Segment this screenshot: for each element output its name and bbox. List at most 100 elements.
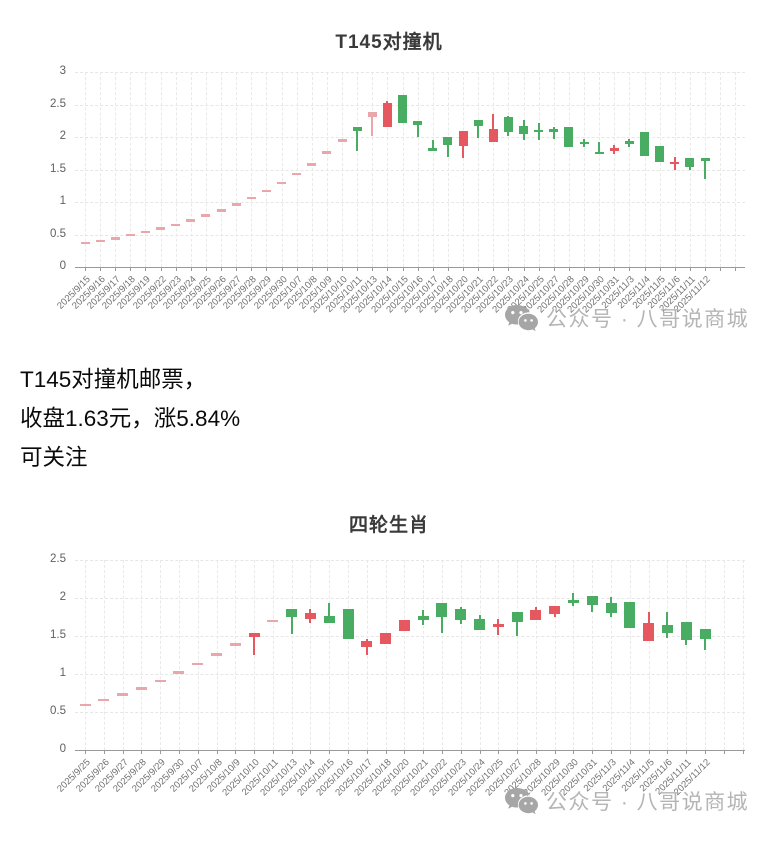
candle — [567, 599, 579, 604]
vertical-gridline — [291, 560, 293, 750]
vertical-gridline — [130, 72, 132, 267]
candle-wick — [328, 603, 331, 624]
vertical-gridline — [479, 560, 481, 750]
candle — [511, 611, 523, 622]
x-axis-tick — [705, 750, 706, 754]
vertical-gridline — [460, 560, 462, 750]
x-axis-tick — [141, 750, 143, 754]
x-axis-tick — [160, 750, 162, 754]
x-axis-tick — [705, 267, 706, 271]
vertical-gridline — [648, 560, 650, 750]
vertical-gridline — [236, 72, 238, 267]
x-axis-tick — [326, 267, 328, 271]
candle — [594, 151, 604, 155]
vertical-gridline — [329, 560, 331, 750]
vertical-gridline — [85, 560, 86, 750]
candle — [413, 121, 423, 125]
candle — [304, 613, 316, 619]
x-axis-tick — [160, 267, 162, 271]
candle — [417, 616, 429, 621]
vertical-gridline — [115, 72, 117, 267]
watermark-top: 公众号 · 八哥说商城 — [504, 303, 749, 333]
candle — [380, 632, 392, 644]
x-axis-tick — [573, 750, 575, 754]
candle — [261, 189, 271, 193]
candle-wick — [598, 141, 601, 154]
candle — [156, 227, 166, 230]
x-axis-tick — [357, 267, 359, 271]
x-axis-tick — [648, 750, 650, 754]
vertical-gridline — [463, 72, 465, 267]
x-axis-tick — [310, 750, 312, 754]
candle — [79, 703, 91, 707]
x-axis-tick — [366, 750, 368, 754]
y-tick-label: 2 — [59, 130, 66, 142]
candle — [488, 128, 498, 143]
x-axis-tick — [463, 267, 465, 271]
y-tick-label: 0 — [59, 743, 66, 755]
vertical-gridline — [417, 72, 419, 267]
horizontal-gridline — [75, 712, 745, 713]
candle — [80, 241, 90, 245]
x-axis-tick — [659, 267, 661, 271]
vertical-gridline — [493, 72, 495, 267]
vertical-gridline — [160, 72, 162, 267]
candle — [192, 662, 204, 666]
x-axis-tick — [592, 750, 594, 754]
candle-wick — [704, 629, 706, 651]
x-axis-tick — [523, 267, 525, 271]
y-tick-label: 3 — [59, 65, 66, 77]
candle — [443, 137, 453, 145]
candle — [661, 625, 673, 633]
candle — [605, 603, 617, 614]
candle-wick — [704, 158, 706, 179]
vertical-gridline — [348, 560, 350, 750]
vertical-gridline — [221, 72, 223, 267]
vertical-gridline — [568, 72, 570, 267]
vertical-gridline — [145, 72, 147, 267]
candle — [231, 203, 241, 206]
x-axis-tick — [236, 267, 238, 271]
chart-plot-area-t145 — [75, 72, 745, 271]
vertical-gridline — [266, 72, 268, 267]
x-axis-tick — [584, 267, 586, 271]
vertical-gridline — [535, 560, 537, 750]
x-axis-tick — [404, 750, 406, 754]
vertical-gridline — [372, 72, 374, 267]
x-axis-tick — [291, 750, 293, 754]
wechat-icon — [504, 787, 539, 816]
x-axis-tick — [599, 267, 601, 271]
vertical-gridline — [296, 72, 298, 267]
vertical-gridline — [205, 72, 207, 267]
x-axis-tick — [342, 267, 344, 271]
vertical-gridline — [387, 72, 389, 267]
vertical-gridline — [423, 560, 425, 750]
candle — [534, 129, 544, 133]
vertical-gridline — [742, 560, 744, 750]
candle — [229, 643, 241, 646]
candle — [361, 641, 373, 648]
vertical-gridline — [432, 72, 434, 267]
vertical-gridline — [508, 72, 510, 267]
horizontal-gridline — [75, 169, 745, 171]
candle — [246, 196, 256, 200]
horizontal-gridline — [75, 560, 745, 561]
candle — [154, 679, 166, 683]
candle — [643, 623, 655, 642]
x-axis-tick — [205, 267, 207, 271]
x-axis-tick — [478, 267, 480, 271]
y-tick-label: 0.5 — [50, 705, 66, 717]
x-axis-tick — [329, 750, 331, 754]
candle — [564, 126, 574, 147]
x-axis-tick — [423, 750, 425, 754]
candle-wick — [356, 126, 359, 152]
chart-section-t145: T145对撞机 0 0.5 1 1.5 2 2.5 3 2025/9/15 2025/9/16 2… — [0, 0, 778, 350]
candle — [352, 126, 362, 132]
x-axis-tick — [272, 750, 274, 754]
vertical-gridline — [478, 72, 480, 267]
vertical-gridline — [705, 560, 706, 750]
candle — [117, 693, 129, 696]
chart-section-silun-shengxiao: 四轮生肖 0 0.5 1 1.5 2 2.5 2025/9/25 2025/9/26 2025/… — [0, 488, 778, 833]
vertical-gridline — [357, 72, 359, 267]
x-axis-tick — [554, 750, 556, 754]
